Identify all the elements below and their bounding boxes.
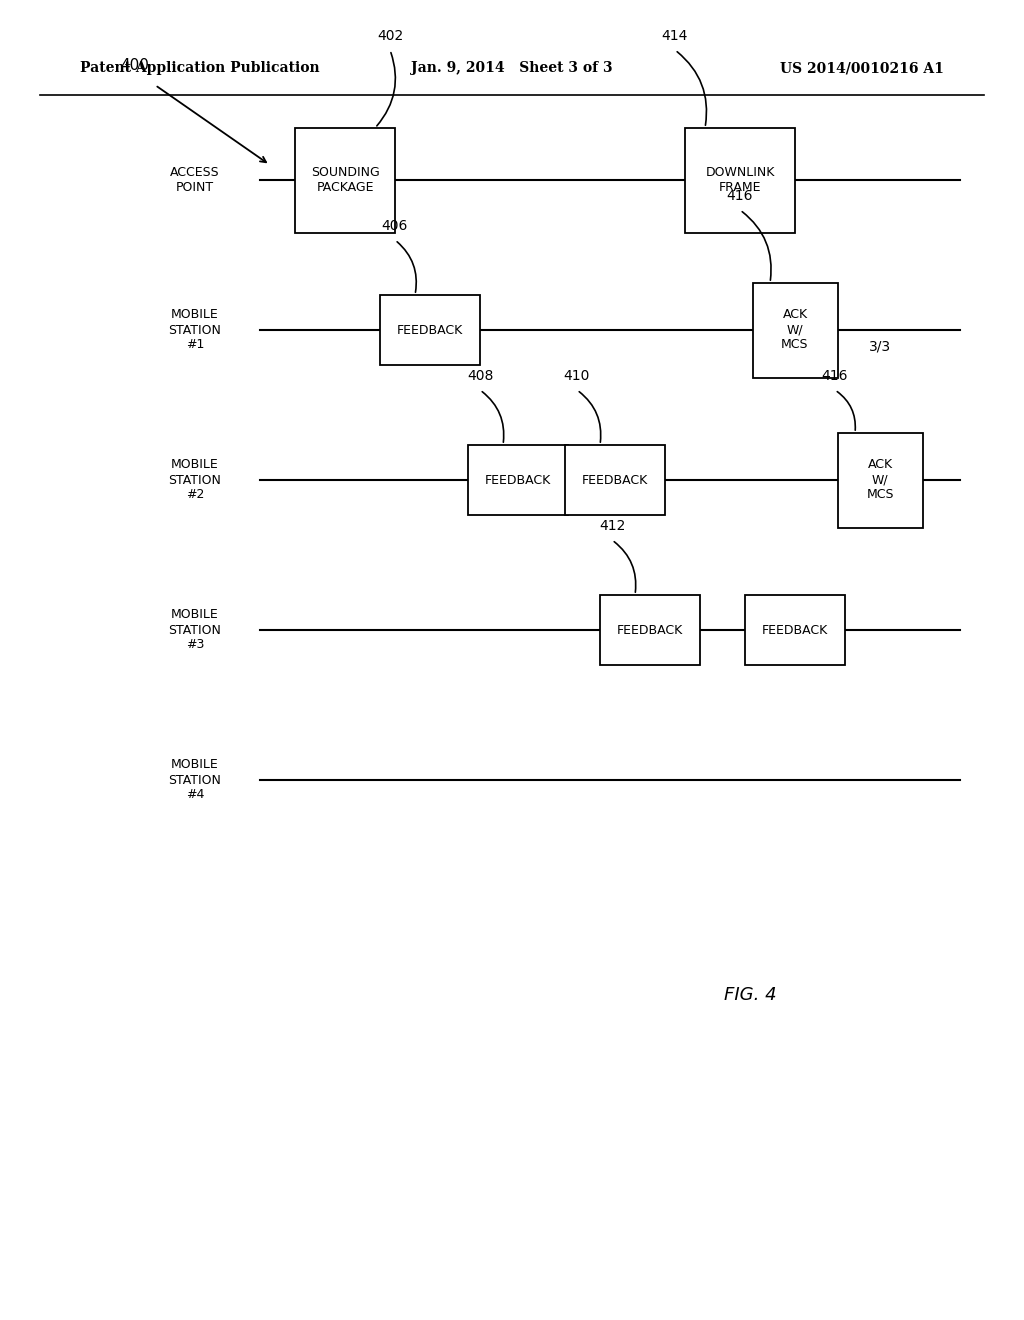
Text: MOBILE
STATION
#2: MOBILE STATION #2 — [169, 458, 221, 502]
Text: 400: 400 — [120, 58, 148, 73]
Text: MOBILE
STATION
#4: MOBILE STATION #4 — [169, 759, 221, 801]
Text: MOBILE
STATION
#3: MOBILE STATION #3 — [169, 609, 221, 652]
Text: 408: 408 — [467, 370, 494, 383]
Text: ACK
W/
MCS: ACK W/ MCS — [866, 458, 894, 502]
Bar — [468, 445, 568, 515]
Text: FEEDBACK: FEEDBACK — [582, 474, 648, 487]
Text: FEEDBACK: FEEDBACK — [762, 623, 828, 636]
Bar — [745, 595, 845, 665]
Text: 402: 402 — [377, 29, 403, 44]
Text: ACCESS
POINT: ACCESS POINT — [170, 166, 220, 194]
Text: DOWNLINK
FRAME: DOWNLINK FRAME — [706, 166, 775, 194]
Text: US 2014/0010216 A1: US 2014/0010216 A1 — [780, 61, 944, 75]
Bar — [380, 294, 480, 366]
Text: 414: 414 — [662, 29, 688, 44]
Bar — [685, 128, 795, 232]
Bar — [565, 445, 665, 515]
Text: 416: 416 — [727, 189, 754, 203]
Text: MOBILE
STATION
#1: MOBILE STATION #1 — [169, 309, 221, 351]
Text: 406: 406 — [382, 219, 409, 234]
Text: 410: 410 — [564, 370, 590, 383]
Text: ACK
W/
MCS: ACK W/ MCS — [781, 309, 809, 351]
Text: Patent Application Publication: Patent Application Publication — [80, 61, 319, 75]
Text: FEEDBACK: FEEDBACK — [616, 623, 683, 636]
Text: SOUNDING
PACKAGE: SOUNDING PACKAGE — [310, 166, 379, 194]
Text: 416: 416 — [821, 370, 848, 383]
Bar — [600, 595, 700, 665]
Bar — [295, 128, 395, 232]
Text: 3/3: 3/3 — [869, 339, 891, 352]
Text: 412: 412 — [599, 519, 626, 533]
Text: FEEDBACK: FEEDBACK — [397, 323, 463, 337]
Text: FIG. 4: FIG. 4 — [724, 986, 776, 1005]
Bar — [753, 282, 838, 378]
Text: FEEDBACK: FEEDBACK — [485, 474, 551, 487]
Bar — [838, 433, 923, 528]
Text: Jan. 9, 2014   Sheet 3 of 3: Jan. 9, 2014 Sheet 3 of 3 — [412, 61, 612, 75]
